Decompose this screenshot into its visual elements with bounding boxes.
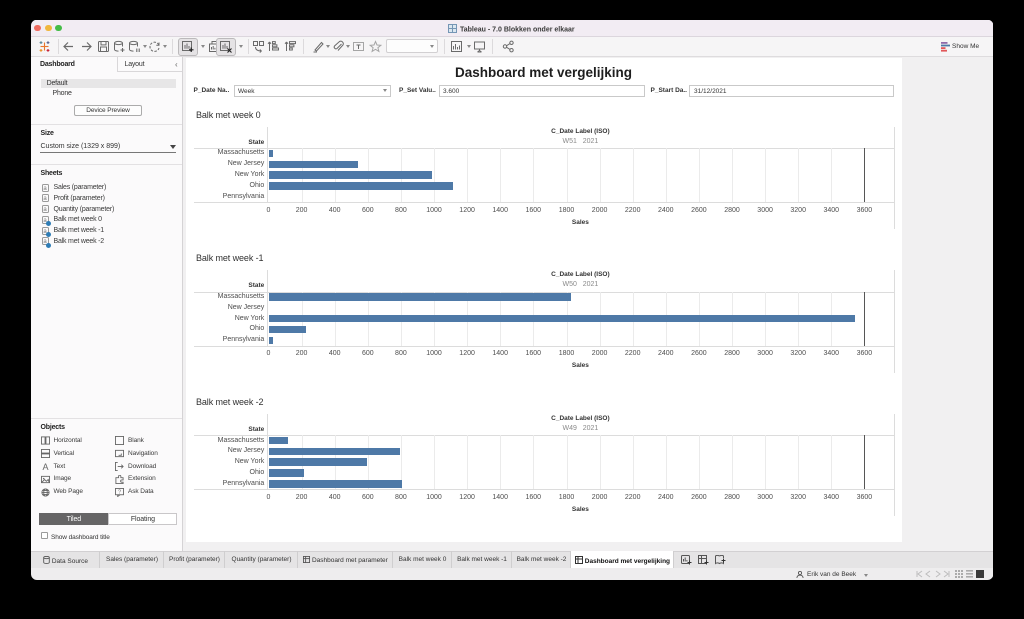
svg-text:A: A: [42, 462, 48, 471]
svg-text:?: ?: [118, 489, 121, 495]
